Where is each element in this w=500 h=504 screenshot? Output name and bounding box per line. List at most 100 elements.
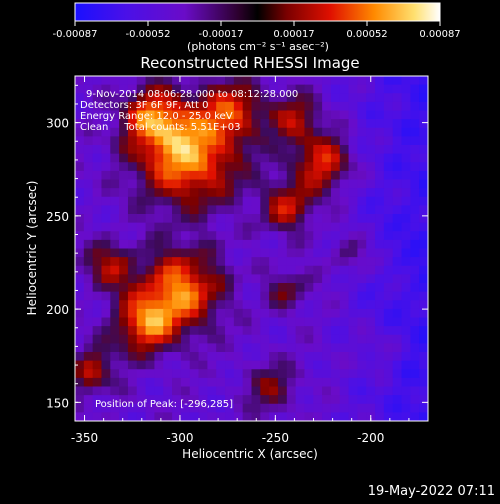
image-pixel bbox=[110, 308, 120, 318]
image-pixel bbox=[269, 179, 279, 189]
image-pixel bbox=[410, 265, 420, 275]
image-pixel bbox=[198, 300, 208, 310]
image-pixel bbox=[366, 257, 376, 267]
image-pixel bbox=[163, 170, 173, 180]
image-pixel bbox=[127, 214, 138, 224]
image-pixel bbox=[383, 127, 394, 137]
image-pixel bbox=[419, 360, 429, 370]
image-pixel bbox=[286, 300, 297, 310]
image-pixel bbox=[277, 239, 288, 249]
image-pixel bbox=[207, 395, 217, 405]
image-pixel bbox=[410, 369, 420, 379]
image-pixel bbox=[207, 360, 217, 370]
image-pixel bbox=[260, 377, 270, 387]
image-pixel bbox=[269, 93, 279, 103]
image-pixel bbox=[242, 179, 252, 189]
image-pixel bbox=[145, 248, 155, 258]
image-pixel bbox=[269, 360, 279, 370]
image-pixel bbox=[304, 248, 314, 258]
image-pixel bbox=[277, 162, 288, 172]
image-pixel bbox=[189, 145, 199, 155]
image-pixel bbox=[348, 170, 358, 180]
image-pixel bbox=[127, 334, 138, 344]
image-pixel bbox=[304, 93, 314, 103]
image-pixel bbox=[251, 179, 261, 189]
image-pixel bbox=[295, 136, 305, 146]
image-pixel bbox=[357, 127, 367, 137]
image-pixel bbox=[110, 334, 120, 344]
image-pixel bbox=[383, 403, 394, 413]
image-pixel bbox=[119, 239, 129, 249]
image-pixel bbox=[242, 76, 252, 86]
image-pixel bbox=[295, 101, 305, 111]
image-pixel bbox=[313, 326, 323, 336]
image-pixel bbox=[163, 127, 173, 137]
image-pixel bbox=[339, 403, 349, 413]
image-pixel bbox=[101, 76, 111, 86]
image-pixel bbox=[330, 222, 341, 232]
image-pixel bbox=[401, 170, 411, 180]
image-pixel bbox=[286, 360, 297, 370]
image-pixel bbox=[145, 352, 155, 362]
image-pixel bbox=[119, 334, 129, 344]
image-pixel bbox=[110, 265, 120, 275]
image-pixel bbox=[410, 170, 420, 180]
image-pixel bbox=[145, 317, 155, 327]
image-pixel bbox=[154, 188, 164, 198]
image-pixel bbox=[330, 334, 341, 344]
image-pixel bbox=[260, 153, 270, 163]
image-pixel bbox=[339, 214, 349, 224]
image-pixel bbox=[180, 291, 191, 301]
image-pixel bbox=[92, 248, 102, 258]
image-pixel bbox=[348, 377, 358, 387]
image-pixel bbox=[233, 179, 244, 189]
image-pixel bbox=[119, 265, 129, 275]
image-pixel bbox=[392, 386, 402, 396]
image-pixel bbox=[419, 395, 429, 405]
image-pixel bbox=[410, 377, 420, 387]
image-pixel bbox=[401, 136, 411, 146]
image-pixel bbox=[225, 360, 235, 370]
image-pixel bbox=[180, 352, 191, 362]
image-pixel bbox=[189, 377, 199, 387]
image-pixel bbox=[242, 239, 252, 249]
image-pixel bbox=[207, 222, 217, 232]
image-pixel bbox=[154, 205, 164, 215]
image-pixel bbox=[207, 274, 217, 284]
image-pixel bbox=[322, 317, 332, 327]
image-pixel bbox=[110, 291, 120, 301]
image-pixel bbox=[410, 153, 420, 163]
image-pixel bbox=[269, 300, 279, 310]
image-pixel bbox=[260, 274, 270, 284]
image-pixel bbox=[419, 110, 429, 120]
image-pixel bbox=[339, 274, 349, 284]
image-pixel bbox=[242, 291, 252, 301]
image-pixel bbox=[410, 179, 420, 189]
image-pixel bbox=[366, 395, 376, 405]
image-pixel bbox=[322, 153, 332, 163]
image-pixel bbox=[392, 170, 402, 180]
image-pixel bbox=[242, 300, 252, 310]
image-pixel bbox=[83, 222, 94, 232]
image-pixel bbox=[172, 283, 182, 293]
image-pixel bbox=[207, 196, 217, 206]
image-pixel bbox=[154, 283, 164, 293]
image-pixel bbox=[92, 145, 102, 155]
image-pixel bbox=[375, 257, 385, 267]
image-pixel bbox=[154, 145, 164, 155]
image-pixel bbox=[260, 403, 270, 413]
image-pixel bbox=[83, 326, 94, 336]
image-pixel bbox=[92, 214, 102, 224]
image-pixel bbox=[313, 93, 323, 103]
image-pixel bbox=[286, 395, 297, 405]
image-pixel bbox=[207, 352, 217, 362]
image-pixel bbox=[401, 179, 411, 189]
image-pixel bbox=[304, 300, 314, 310]
image-pixel bbox=[295, 110, 305, 120]
image-pixel bbox=[366, 308, 376, 318]
image-pixel bbox=[216, 162, 226, 172]
image-pixel bbox=[189, 334, 199, 344]
image-pixel bbox=[75, 326, 85, 336]
image-pixel bbox=[419, 188, 429, 198]
image-pixel bbox=[383, 395, 394, 405]
